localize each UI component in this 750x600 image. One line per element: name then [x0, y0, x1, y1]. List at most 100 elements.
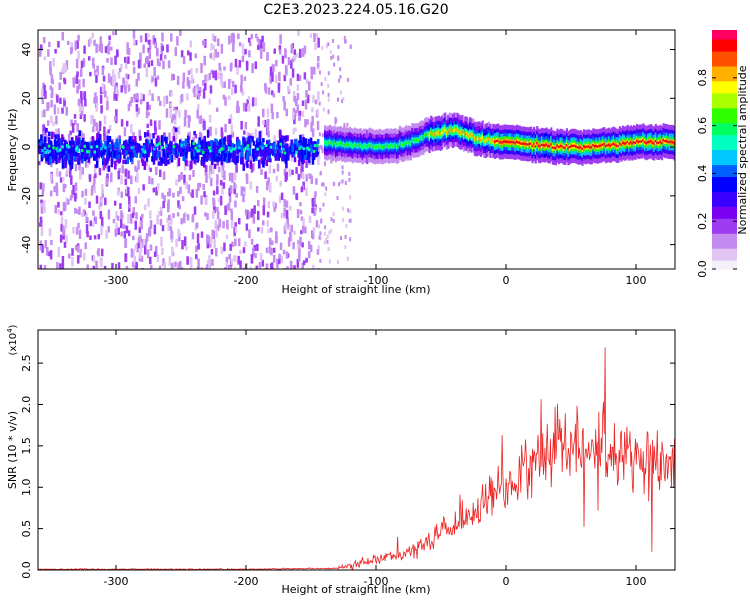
spectrogram-noise-cell: [278, 195, 282, 204]
spectrogram-noise-cell: [140, 158, 144, 163]
colorbar-band: [712, 98, 737, 103]
spectrogram-noise-cell: [243, 130, 246, 135]
spectrogram-noise-cell: [242, 247, 246, 254]
spectrogram-ridge-cell: [511, 140, 514, 144]
spectrogram-noise-cell: [268, 245, 272, 254]
spectrogram-noise-cell: [95, 195, 99, 204]
spectrogram-noise-cell: [323, 240, 326, 245]
spectrogram-noise-cell: [344, 234, 347, 239]
spectrogram-noise-cell: [197, 92, 201, 100]
spectrogram-noise-cell: [228, 138, 232, 145]
spectrogram-noise-cell: [83, 45, 86, 54]
spectrogram-noise-cell: [151, 77, 155, 82]
spectrogram-noise-cell: [307, 251, 311, 259]
spectrogram-noise-cell: [134, 141, 137, 151]
spectrogram-noise-cell: [231, 156, 235, 162]
spectrogram-noise-cell: [180, 267, 184, 269]
spectrogram-noise-cell: [259, 252, 263, 262]
spectrogram-noise-cell: [323, 231, 326, 236]
spectrogram-noise-cell: [131, 145, 134, 154]
spectrogram-ridge-cell: [603, 142, 606, 146]
spectrogram-noise-cell: [74, 40, 77, 51]
spectrogram-ridge-cell: [621, 141, 625, 144]
spectrogram-ridge-cell: [486, 138, 489, 142]
spectrogram-noise-cell: [256, 210, 260, 221]
spectrogram-noise-cell: [86, 264, 89, 269]
spectrogram-noise-cell: [333, 62, 336, 67]
spectrogram-noise-cell: [181, 240, 184, 250]
spectrogram-noise-cell: [92, 156, 96, 161]
spectrogram-noise-cell: [299, 140, 303, 149]
spectrogram-noise-cell: [264, 171, 267, 179]
spectrogram-noise-cell: [157, 211, 161, 217]
spectrogram-noise-cell: [301, 100, 305, 106]
spectrogram-noise-cell: [176, 212, 180, 217]
spectrogram-noise-cell: [327, 42, 330, 47]
colorbar-band: [712, 110, 737, 115]
spectrogram-noise-cell: [214, 158, 217, 166]
spectrogram-ridge-cell: [626, 140, 629, 144]
spectrogram-noise-cell: [258, 262, 262, 269]
spectrogram-ridge-cell: [667, 140, 670, 144]
spectrogram-noise-cell: [60, 223, 63, 232]
spectrogram-noise-cell: [163, 96, 166, 101]
colorbar-band: [712, 227, 737, 231]
spectrogram-ridge-cell: [352, 144, 355, 148]
colorbar-band: [712, 248, 737, 252]
spectrogram-noise-cell: [132, 30, 136, 40]
colorbar-band: [712, 134, 737, 139]
spectrogram-noise-cell: [89, 220, 93, 227]
spectrogram-noise-cell: [243, 76, 247, 81]
spectrogram-noise-cell: [77, 99, 81, 106]
spectrogram-noise-cell: [236, 65, 239, 75]
spectrogram-ridge-cell: [395, 145, 398, 148]
spectrogram-noise-cell: [147, 39, 151, 45]
spectrogram-ridge-cell: [597, 145, 600, 148]
spectrogram-noise-cell: [241, 90, 245, 96]
spectrogram-noise-cell: [185, 159, 188, 166]
spectrogram-noise-cell: [211, 258, 214, 266]
spectrogram-noise-cell: [115, 222, 118, 228]
spectrogram-noise-cell: [81, 141, 85, 150]
spectrogram-noise-cell: [108, 40, 111, 46]
spectrogram-noise-cell: [205, 173, 208, 183]
spectrogram-noise-cell: [39, 264, 43, 269]
spectrogram-noise-cell: [261, 35, 264, 42]
spectrogram-noise-cell: [216, 155, 219, 163]
spectrogram-noise-cell: [132, 249, 135, 257]
spectrogram-noise-cell: [93, 175, 96, 184]
spectrogram-noise-cell: [304, 99, 308, 110]
spectrogram-noise-cell: [158, 145, 161, 151]
spectrogram-noise-cell: [339, 67, 342, 72]
spectrogram-noise-cell: [245, 175, 249, 184]
spectrogram-ridge-cell: [338, 142, 341, 146]
spectrogram-noise-cell: [172, 213, 175, 218]
spectrogram-noise-cell: [106, 101, 109, 111]
spectrogram-noise-cell: [174, 47, 178, 56]
spectrogram-noise-cell: [122, 140, 126, 149]
spectrogram-noise-cell: [155, 186, 158, 196]
spectrogram-noise-cell: [212, 45, 215, 50]
spectrogram-noise-cell: [102, 146, 105, 152]
spectrogram-noise-cell: [312, 95, 315, 100]
spectrogram-noise-cell: [277, 148, 280, 155]
spectrogram-noise-cell: [190, 160, 193, 169]
spectrogram-ridge-cell: [364, 144, 367, 148]
spectrogram-ridge-cell: [634, 141, 637, 145]
spectrogram-noise-cell: [100, 225, 103, 235]
spectrogram-noise-cell: [292, 107, 296, 115]
spectrogram-noise-cell: [341, 206, 344, 211]
spectrogram-noise-cell: [132, 207, 136, 216]
spectrogram-noise-cell: [159, 100, 162, 106]
spectrogram-noise-cell: [68, 159, 72, 166]
spectrogram-noise-cell: [82, 252, 86, 261]
spectrogram-ridge-cell: [668, 140, 671, 144]
spectrogram-noise-cell: [55, 115, 58, 125]
spectrogram-ridge-cell: [520, 142, 523, 146]
spectrogram-noise-cell: [71, 257, 74, 267]
spectrogram-noise-cell: [214, 128, 218, 136]
spectrogram-noise-cell: [286, 135, 289, 142]
spectrogram-noise-cell: [50, 179, 54, 184]
spectrogram-noise-cell: [177, 262, 180, 269]
snr-y-ticks: 0.00.51.01.52.02.5: [20, 354, 675, 579]
